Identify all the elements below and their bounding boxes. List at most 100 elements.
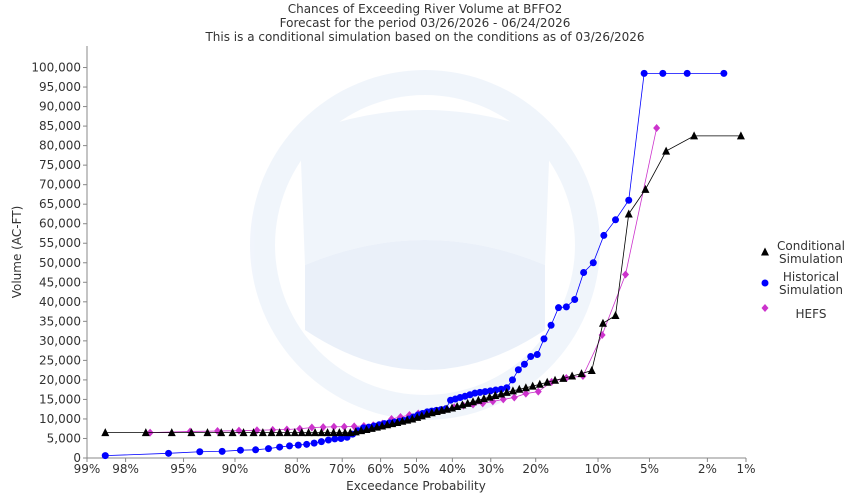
legend-marker-hefs (761, 304, 769, 312)
data-point-conditional-simulation (341, 428, 350, 437)
data-point-conditional-simulation (249, 428, 258, 437)
data-point-conditional-simulation (239, 428, 248, 437)
data-point-conditional-simulation (187, 428, 196, 437)
y-tick-label: 5,000 (47, 431, 81, 445)
data-point-hefs (330, 422, 338, 431)
y-tick-label: 50,000 (39, 256, 81, 270)
y-tick-label: 20,000 (39, 373, 81, 387)
x-axis-label: Exceedance Probability (346, 479, 486, 493)
data-point-conditional-simulation (551, 375, 560, 384)
data-point-conditional-simulation (624, 209, 633, 218)
y-tick-label: 90,000 (39, 100, 81, 114)
data-point-historical-simulation (481, 388, 489, 396)
legend-marker-conditional-simulation (761, 247, 769, 256)
y-tick-label: 15,000 (39, 392, 81, 406)
data-point-historical-simulation (580, 269, 588, 277)
y-axis-ticks: 0 5,000 10,000 15,000 20,000 25,000 30,000 35,0… (31, 61, 87, 465)
data-point-historical-simulation (571, 295, 579, 303)
data-point-historical-simulation (540, 335, 548, 343)
legend-label-conditional-simulation: Conditional (777, 239, 845, 253)
data-point-conditional-simulation (528, 381, 537, 390)
y-tick-label: 100,000 (31, 61, 81, 75)
chart-title: Chances of Exceeding River Volume at BFF… (288, 2, 563, 16)
data-point-historical-simulation (508, 376, 516, 384)
data-point-historical-simulation (533, 351, 541, 359)
data-point-conditional-simulation (521, 383, 530, 392)
y-tick-label: 60,000 (39, 217, 81, 231)
data-point-historical-simulation (310, 439, 318, 447)
x-tick-label: 99% (74, 462, 101, 476)
data-point-historical-simulation (303, 440, 311, 448)
data-point-historical-simulation (612, 216, 620, 224)
x-tick-label: 95% (170, 462, 197, 476)
data-point-conditional-simulation (101, 428, 110, 437)
data-point-hefs (622, 270, 630, 279)
x-tick-label: 1% (736, 462, 755, 476)
data-point-historical-simulation (286, 442, 294, 450)
y-tick-label: 70,000 (39, 178, 81, 192)
data-point-conditional-simulation (283, 428, 292, 437)
y-tick-label: 25,000 (39, 353, 81, 367)
data-point-historical-simulation (236, 446, 244, 454)
data-point-conditional-simulation (598, 318, 607, 327)
data-point-conditional-simulation (535, 379, 544, 388)
data-point-conditional-simulation (297, 428, 306, 437)
data-point-hefs (308, 423, 316, 432)
data-point-conditional-simulation (559, 373, 568, 382)
data-point-conditional-simulation (491, 391, 500, 400)
x-tick-label: 70% (329, 462, 356, 476)
data-point-historical-simulation (520, 360, 528, 368)
y-tick-label: 55,000 (39, 236, 81, 250)
data-point-historical-simulation (476, 388, 484, 396)
x-tick-label: 5% (640, 462, 659, 476)
x-tick-label: 90% (222, 462, 249, 476)
data-point-historical-simulation (503, 384, 511, 392)
data-point-conditional-simulation (690, 131, 699, 140)
y-tick-label: 45,000 (39, 275, 81, 289)
y-axis-label: Volume (AC-FT) (10, 206, 24, 299)
data-point-conditional-simulation (611, 310, 620, 319)
data-point-historical-simulation (720, 69, 728, 77)
data-point-historical-simulation (294, 441, 302, 449)
data-point-conditional-simulation (335, 428, 344, 437)
data-point-conditional-simulation (141, 428, 150, 437)
data-point-historical-simulation (562, 303, 570, 311)
data-point-historical-simulation (659, 69, 667, 77)
data-point-conditional-simulation (275, 428, 284, 437)
data-point-historical-simulation (196, 448, 204, 456)
data-point-historical-simulation (331, 435, 339, 443)
data-point-conditional-simulation (502, 387, 511, 396)
legend-label-historical-simulation: Simulation (779, 283, 843, 297)
y-tick-label: 10,000 (39, 412, 81, 426)
data-point-hefs (522, 389, 530, 398)
x-axis-ticks: 99% 98% 95% 90% 80% 70% 60% 50% 40% 30% 20% 10% 5% 2%… (74, 458, 756, 476)
chart-subtitle-conditions: This is a conditional simulation based o… (204, 30, 644, 44)
x-tick-label: 20% (522, 462, 549, 476)
legend-label-hefs: HEFS (796, 307, 827, 321)
data-point-conditional-simulation (317, 428, 326, 437)
data-point-historical-simulation (317, 438, 325, 446)
x-tick-label: 50% (403, 462, 430, 476)
series-layer (101, 69, 745, 460)
data-point-historical-simulation (324, 436, 332, 444)
y-tick-label: 85,000 (39, 119, 81, 133)
data-point-hefs (340, 422, 348, 431)
legend-marker-historical-simulation (761, 279, 769, 287)
data-point-historical-simulation (492, 386, 500, 394)
data-point-historical-simulation (218, 447, 226, 455)
x-tick-label: 80% (284, 462, 311, 476)
data-point-conditional-simulation (577, 369, 586, 378)
data-point-conditional-simulation (587, 366, 596, 375)
x-tick-label: 60% (367, 462, 394, 476)
data-point-conditional-simulation (228, 428, 237, 437)
data-point-conditional-simulation (662, 146, 671, 155)
chart-subtitle-period: Forecast for the period 03/26/2026 - 06/… (280, 16, 571, 30)
data-point-historical-simulation (683, 69, 691, 77)
legend-label-historical-simulation: Historical (783, 270, 839, 284)
x-tick-label: 40% (439, 462, 466, 476)
data-point-conditional-simulation (258, 428, 267, 437)
data-point-conditional-simulation (346, 428, 355, 437)
data-point-historical-simulation (276, 443, 284, 451)
